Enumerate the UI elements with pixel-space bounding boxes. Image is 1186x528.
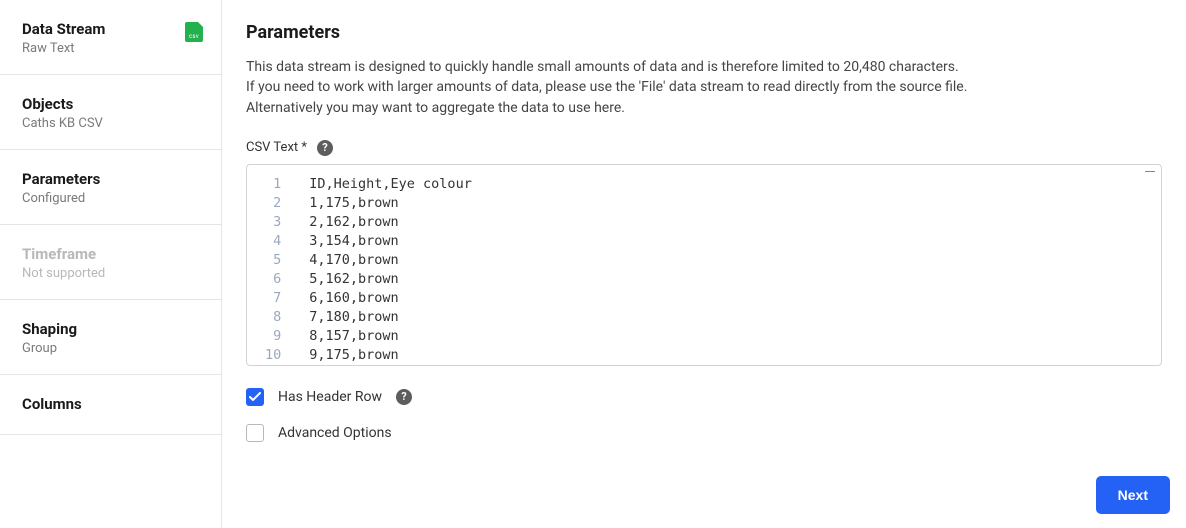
sidebar-item-shaping[interactable]: Shaping Group (0, 300, 221, 375)
sidebar-item-title: Objects (22, 95, 199, 113)
scroll-indicator (1145, 171, 1155, 172)
line-number: 9 (265, 327, 281, 346)
csv-text-label: CSV Text * (246, 140, 307, 155)
code-line: 3,154,brown (309, 232, 1151, 251)
desc-line: This data stream is designed to quickly … (246, 59, 959, 75)
line-number: 5 (265, 251, 281, 270)
sidebar-item-title: Timeframe (22, 245, 199, 263)
sidebar-item-timeframe: Timeframe Not supported (0, 225, 221, 300)
editor-gutter: 12345678910 (247, 165, 291, 365)
has-header-checkbox[interactable] (246, 388, 264, 406)
next-button[interactable]: Next (1096, 476, 1170, 514)
help-icon[interactable]: ? (317, 140, 333, 156)
advanced-options-checkbox[interactable] (246, 424, 264, 442)
code-line: 1,175,brown (309, 194, 1151, 213)
code-line: 4,170,brown (309, 251, 1151, 270)
line-number: 2 (265, 194, 281, 213)
page-title: Parameters (246, 22, 1162, 43)
csv-text-editor[interactable]: 12345678910 ID,Height,Eye colour1,175,br… (246, 164, 1162, 366)
line-number: 6 (265, 270, 281, 289)
sidebar-item-subtitle: Raw Text (22, 41, 199, 56)
sidebar-item-columns[interactable]: Columns (0, 375, 221, 435)
line-number: 7 (265, 289, 281, 308)
code-line: 9,175,brown (309, 346, 1151, 365)
line-number: 4 (265, 232, 281, 251)
sidebar-item-subtitle: Group (22, 341, 199, 356)
sidebar-item-title: Parameters (22, 170, 199, 188)
sidebar-item-title: Data Stream (22, 20, 199, 38)
sidebar-item-title: Shaping (22, 320, 199, 338)
code-line: 5,162,brown (309, 270, 1151, 289)
line-number: 3 (265, 213, 281, 232)
page-description: This data stream is designed to quickly … (246, 57, 1162, 118)
sidebar-item-subtitle: Caths KB CSV (22, 116, 199, 131)
main-panel: Parameters This data stream is designed … (222, 0, 1186, 528)
line-number: 1 (265, 175, 281, 194)
sidebar-item-parameters[interactable]: Parameters Configured (0, 150, 221, 225)
sidebar-item-subtitle: Configured (22, 191, 199, 206)
csv-file-icon (185, 22, 203, 42)
desc-line: If you need to work with larger amounts … (246, 79, 967, 95)
sidebar-item-objects[interactable]: Objects Caths KB CSV (0, 75, 221, 150)
code-line: 6,160,brown (309, 289, 1151, 308)
sidebar-item-title: Columns (22, 395, 199, 413)
code-line: 8,157,brown (309, 327, 1151, 346)
line-number: 10 (265, 346, 281, 365)
help-icon[interactable]: ? (396, 389, 412, 405)
code-line: ID,Height,Eye colour (309, 175, 1151, 194)
has-header-label: Has Header Row (278, 389, 382, 405)
code-line: 7,180,brown (309, 308, 1151, 327)
sidebar: Data Stream Raw Text Objects Caths KB CS… (0, 0, 222, 528)
advanced-options-label: Advanced Options (278, 425, 392, 441)
sidebar-item-subtitle: Not supported (22, 266, 199, 281)
editor-content[interactable]: ID,Height,Eye colour1,175,brown2,162,bro… (291, 165, 1161, 365)
line-number: 8 (265, 308, 281, 327)
desc-line: Alternatively you may want to aggregate … (246, 100, 625, 116)
sidebar-item-data-stream[interactable]: Data Stream Raw Text (0, 0, 221, 75)
code-line: 2,162,brown (309, 213, 1151, 232)
